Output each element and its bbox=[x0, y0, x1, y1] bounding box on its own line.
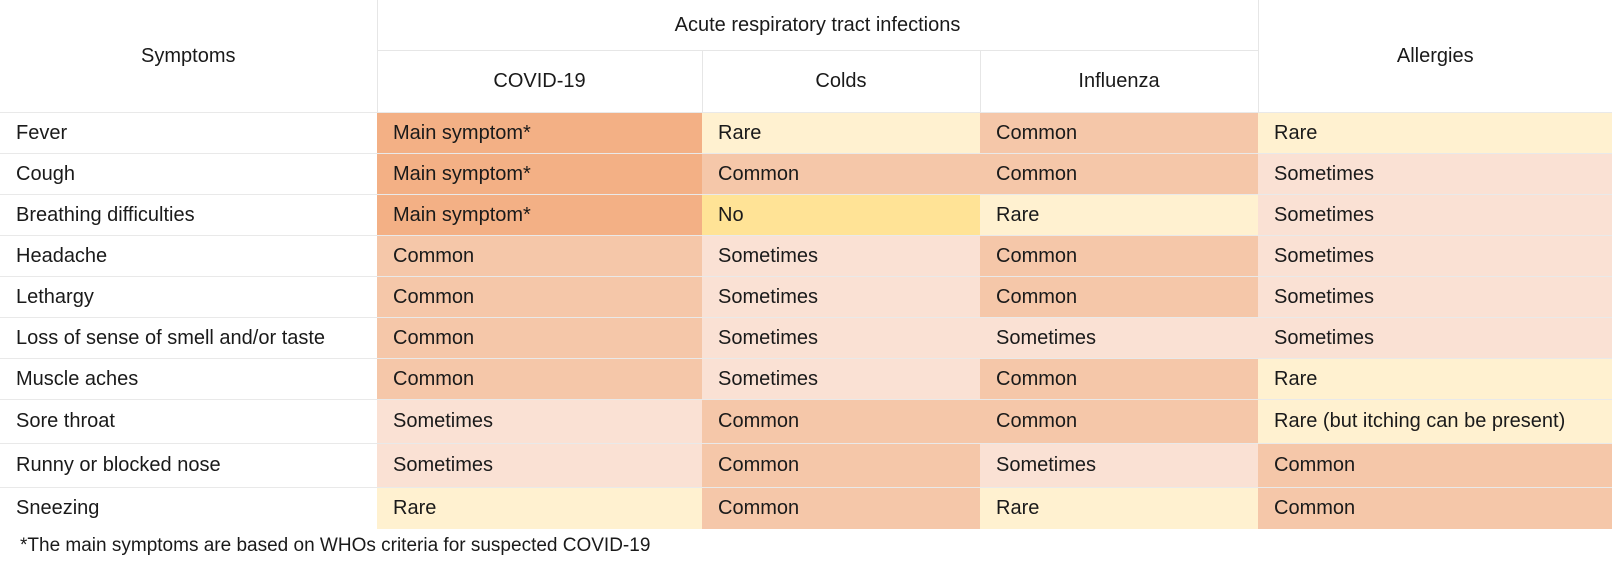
covid-cell: Rare bbox=[377, 487, 702, 529]
influenza-cell: Sometimes bbox=[980, 443, 1258, 488]
table-header: Symptoms Acute respiratory tract infecti… bbox=[0, 0, 1612, 113]
symptom-name: Lethargy bbox=[0, 276, 377, 318]
symptom-name: Loss of sense of smell and/or taste bbox=[0, 317, 377, 359]
influenza-cell: Rare bbox=[980, 487, 1258, 529]
covid-cell: Main symptom* bbox=[377, 194, 702, 236]
allergies-cell: Sometimes bbox=[1258, 276, 1612, 318]
table-row: Muscle aches Common Sometimes Common Rar… bbox=[0, 358, 1612, 400]
allergies-column-header: Allergies bbox=[1257, 0, 1612, 113]
colds-cell: Sometimes bbox=[702, 317, 980, 359]
symptom-name: Sneezing bbox=[0, 487, 377, 529]
influenza-column-header: Influenza bbox=[979, 50, 1259, 113]
covid-cell: Common bbox=[377, 358, 702, 400]
colds-cell: Sometimes bbox=[702, 276, 980, 318]
symptom-name: Muscle aches bbox=[0, 358, 377, 400]
covid-column-header: COVID-19 bbox=[376, 50, 703, 113]
allergies-cell: Common bbox=[1258, 443, 1612, 488]
symptom-comparison-table: Symptoms Acute respiratory tract infecti… bbox=[0, 0, 1612, 529]
influenza-cell: Common bbox=[980, 399, 1258, 444]
allergies-cell: Sometimes bbox=[1258, 235, 1612, 277]
symptom-name: Fever bbox=[0, 112, 377, 154]
infections-group-header: Acute respiratory tract infections bbox=[376, 0, 1259, 51]
table-row: Fever Main symptom* Rare Common Rare bbox=[0, 112, 1612, 154]
influenza-cell: Common bbox=[980, 112, 1258, 154]
table-row: Sneezing Rare Common Rare Common bbox=[0, 487, 1612, 529]
colds-cell: Common bbox=[702, 399, 980, 444]
table-body: Fever Main symptom* Rare Common Rare Cou… bbox=[0, 112, 1612, 529]
covid-cell: Sometimes bbox=[377, 443, 702, 488]
colds-cell: Sometimes bbox=[702, 235, 980, 277]
colds-cell: No bbox=[702, 194, 980, 236]
colds-cell: Common bbox=[702, 153, 980, 195]
influenza-cell: Common bbox=[980, 276, 1258, 318]
footnote: *The main symptoms are based on WHOs cri… bbox=[20, 535, 651, 556]
symptom-name: Cough bbox=[0, 153, 377, 195]
table-row: Lethargy Common Sometimes Common Sometim… bbox=[0, 276, 1612, 318]
table-row: Breathing difficulties Main symptom* No … bbox=[0, 194, 1612, 236]
table-row: Runny or blocked nose Sometimes Common S… bbox=[0, 443, 1612, 488]
colds-cell: Common bbox=[702, 487, 980, 529]
covid-cell: Common bbox=[377, 317, 702, 359]
covid-cell: Main symptom* bbox=[377, 112, 702, 154]
allergies-cell: Sometimes bbox=[1258, 317, 1612, 359]
symptom-name: Breathing difficulties bbox=[0, 194, 377, 236]
symptom-name: Sore throat bbox=[0, 399, 377, 444]
covid-cell: Common bbox=[377, 276, 702, 318]
symptom-name: Runny or blocked nose bbox=[0, 443, 377, 488]
colds-cell: Rare bbox=[702, 112, 980, 154]
influenza-cell: Common bbox=[980, 358, 1258, 400]
covid-cell: Common bbox=[377, 235, 702, 277]
colds-cell: Common bbox=[702, 443, 980, 488]
colds-column-header: Colds bbox=[701, 50, 981, 113]
allergies-cell: Rare (but itching can be present) bbox=[1258, 399, 1612, 444]
colds-cell: Sometimes bbox=[702, 358, 980, 400]
table-row: Cough Main symptom* Common Common Someti… bbox=[0, 153, 1612, 195]
table-row: Sore throat Sometimes Common Common Rare… bbox=[0, 399, 1612, 444]
table-row: Loss of sense of smell and/or taste Comm… bbox=[0, 317, 1612, 359]
covid-cell: Sometimes bbox=[377, 399, 702, 444]
symptom-name: Headache bbox=[0, 235, 377, 277]
influenza-cell: Common bbox=[980, 153, 1258, 195]
allergies-cell: Rare bbox=[1258, 358, 1612, 400]
symptoms-column-header: Symptoms bbox=[141, 44, 236, 67]
allergies-cell: Sometimes bbox=[1258, 194, 1612, 236]
table-row: Headache Common Sometimes Common Sometim… bbox=[0, 235, 1612, 277]
influenza-cell: Common bbox=[980, 235, 1258, 277]
allergies-cell: Common bbox=[1258, 487, 1612, 529]
allergies-cell: Sometimes bbox=[1258, 153, 1612, 195]
covid-cell: Main symptom* bbox=[377, 153, 702, 195]
influenza-cell: Rare bbox=[980, 194, 1258, 236]
influenza-cell: Sometimes bbox=[980, 317, 1258, 359]
allergies-cell: Rare bbox=[1258, 112, 1612, 154]
